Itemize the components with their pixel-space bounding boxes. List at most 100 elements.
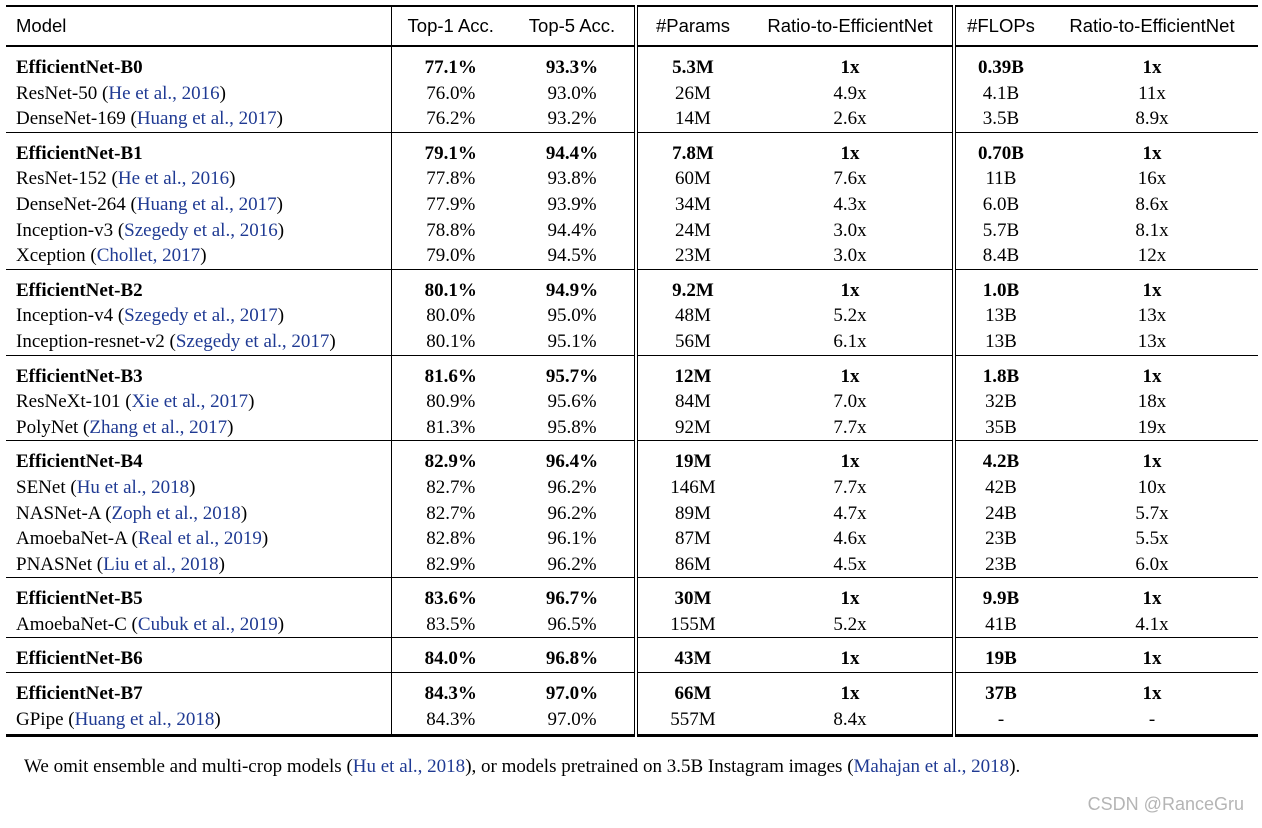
cell-top5-acc: 93.0% <box>547 82 597 104</box>
table-row: PNASNet (Liu et al., 2018) 82.9% 96.2% 86M 4… <box>6 551 1258 578</box>
citation-link[interactable]: Cubuk et al., 2019 <box>137 613 278 635</box>
footnote-citation-1[interactable]: Hu et al., 2018 <box>352 756 466 777</box>
cell-flops-ratio: 12x <box>1137 245 1167 267</box>
citation-link[interactable]: Liu et al., 2018 <box>103 553 219 575</box>
cell-params-ratio: 1x <box>748 637 954 673</box>
cell-model: Inception-resnet-v2 (Szegedy et al., 201… <box>6 329 391 355</box>
citation-link[interactable]: Szegedy et al., 2016 <box>124 219 278 241</box>
citation-link[interactable]: Szegedy et al., 2017 <box>124 305 278 327</box>
cell-top1-acc: 84.0% <box>390 637 510 673</box>
model-name: EfficientNet-B2 <box>16 279 143 301</box>
citation-link[interactable]: Huang et al., 2017 <box>136 193 277 215</box>
citation-link[interactable]: Szegedy et al., 2017 <box>175 330 330 352</box>
cell-params-ratio: 1x <box>840 57 860 78</box>
cell-params-ratio: 1x <box>748 268 954 304</box>
citation-link[interactable]: Zoph et al., 2018 <box>111 502 241 524</box>
citation-link[interactable]: Hu et al., 2018 <box>76 476 190 498</box>
cell-model: EfficientNet-B3 <box>6 354 391 390</box>
cell-params: 23M <box>634 243 748 270</box>
footnote-text-2: ), or models pretrained on 3.5B Instagra… <box>465 756 854 777</box>
model-name: EfficientNet-B4 <box>16 451 143 473</box>
model-name: EfficientNet-B3 <box>16 365 143 387</box>
cell-flops-ratio: 10x <box>1137 476 1167 498</box>
citation-link[interactable]: Xie et al., 2017 <box>131 391 249 413</box>
cell-top1-acc: 84.3% <box>390 672 510 707</box>
cell-top5-acc: 97.0% <box>510 706 636 738</box>
citation-link[interactable]: Huang et al., 2017 <box>136 108 277 130</box>
cell-params: 557M <box>634 706 748 738</box>
table-row-efficientnet: EfficientNet-B5 83.6% 96.7% 30M 1x 9.9B 1x <box>6 577 1258 612</box>
cell-top5-acc: 93.2% <box>547 108 597 130</box>
table-header-row: Model Top-1 Acc. Top-5 Acc. #Params Rati… <box>6 5 1258 47</box>
cell-flops-ratio: 13x <box>1137 330 1167 352</box>
cell-top5-acc: 96.2% <box>547 476 597 498</box>
cell-flops: 0.39B <box>952 46 1046 81</box>
cell-top5-acc: 96.2% <box>547 553 597 575</box>
cell-flops: 19B <box>952 637 1046 673</box>
cell-top1-acc: 77.9% <box>390 191 510 218</box>
cell-model: Xception (Chollet, 2017) <box>6 243 391 269</box>
cell-top5-acc: 93.3% <box>545 57 599 78</box>
citation-link[interactable]: Huang et al., 2018 <box>74 708 215 730</box>
cell-params-ratio: 4.3x <box>833 193 867 215</box>
cell-top5-acc: 94.5% <box>547 245 597 267</box>
cell-top1-acc: 82.9% <box>390 440 510 475</box>
cell-model: EfficientNet-B1 <box>6 131 391 167</box>
cell-model: GPipe (Huang et al., 2018) <box>6 706 391 738</box>
cell-flops-ratio: 1x <box>1046 672 1258 707</box>
cell-model: EfficientNet-B0 <box>6 46 391 81</box>
cell-top5-acc: 94.9% <box>510 268 636 304</box>
citation-close-paren: ) <box>229 168 236 190</box>
cell-top1-acc: 82.7% <box>390 500 510 527</box>
model-name: ResNet-50 ( <box>16 82 109 104</box>
cell-params-ratio: 1x <box>748 577 954 612</box>
cell-flops: 4.2B <box>952 440 1046 475</box>
cell-flops: 23B <box>952 551 1046 578</box>
footnote-citation-2[interactable]: Mahajan et al., 2018 <box>853 756 1010 777</box>
footnote-text-3: ). <box>1009 756 1021 777</box>
cell-params-ratio: 1x <box>748 131 954 167</box>
cell-params: 19M <box>634 440 748 475</box>
cell-flops: 8.4B <box>952 243 1046 270</box>
citation-link[interactable]: Zhang et al., 2017 <box>89 416 228 438</box>
cell-top5-acc: 96.2% <box>547 502 597 524</box>
header-top1: Top-1 Acc. <box>390 5 510 47</box>
cell-params-ratio: 2.6x <box>833 108 867 130</box>
header-flops: #FLOPs <box>952 5 1046 47</box>
cell-top5-acc: 94.4% <box>510 131 636 167</box>
cell-flops: 13B <box>952 328 1046 356</box>
citation-link[interactable]: He et al., 2016 <box>117 168 230 190</box>
citation-link[interactable]: Chollet, 2017 <box>96 245 201 267</box>
cell-flops: 1.8B <box>952 354 1046 390</box>
cell-flops-ratio: 8.6x <box>1135 193 1169 215</box>
cell-top1-acc: 81.3% <box>390 414 510 441</box>
model-name: EfficientNet-B0 <box>16 57 143 78</box>
cell-params-ratio: 3.0x <box>833 245 867 267</box>
cell-top1-acc: 82.8% <box>390 526 510 552</box>
cell-flops: 13B <box>952 303 1046 329</box>
cell-params-ratio: 1x <box>748 354 954 390</box>
cell-top5-acc: 97.0% <box>510 672 636 707</box>
cell-params: 12M <box>634 354 748 390</box>
table-row: Xception (Chollet, 2017) 79.0% 94.5% 23M 3.0… <box>6 243 1258 270</box>
cell-top1-acc: 81.6% <box>390 354 510 390</box>
cell-model: ResNet-152 (He et al., 2016) <box>6 166 391 192</box>
cell-params: 56M <box>634 328 748 356</box>
cell-flops-ratio: 8.9x <box>1135 108 1169 130</box>
cell-flops-ratio: 8.1x <box>1135 219 1169 241</box>
cell-params-ratio: 5.2x <box>833 613 867 635</box>
citation-link[interactable]: He et al., 2016 <box>108 82 220 104</box>
model-name: AmoebaNet-C ( <box>16 613 138 635</box>
cell-top5-acc: 96.7% <box>510 577 636 612</box>
cell-top1-acc: 84.3% <box>390 706 510 738</box>
cell-params: 84M <box>634 389 748 415</box>
cell-flops-ratio: 13x <box>1137 305 1167 327</box>
cell-top1-acc: 79.1% <box>390 131 510 167</box>
citation-close-paren: ) <box>189 476 196 498</box>
cell-params: 7.8M <box>634 131 748 167</box>
cell-flops: 24B <box>952 500 1046 527</box>
citation-close-paren: ) <box>219 82 226 104</box>
cell-model: Inception-v3 (Szegedy et al., 2016) <box>6 218 391 244</box>
citation-link[interactable]: Real et al., 2019 <box>137 528 262 550</box>
cell-params-ratio: 7.7x <box>833 476 867 498</box>
